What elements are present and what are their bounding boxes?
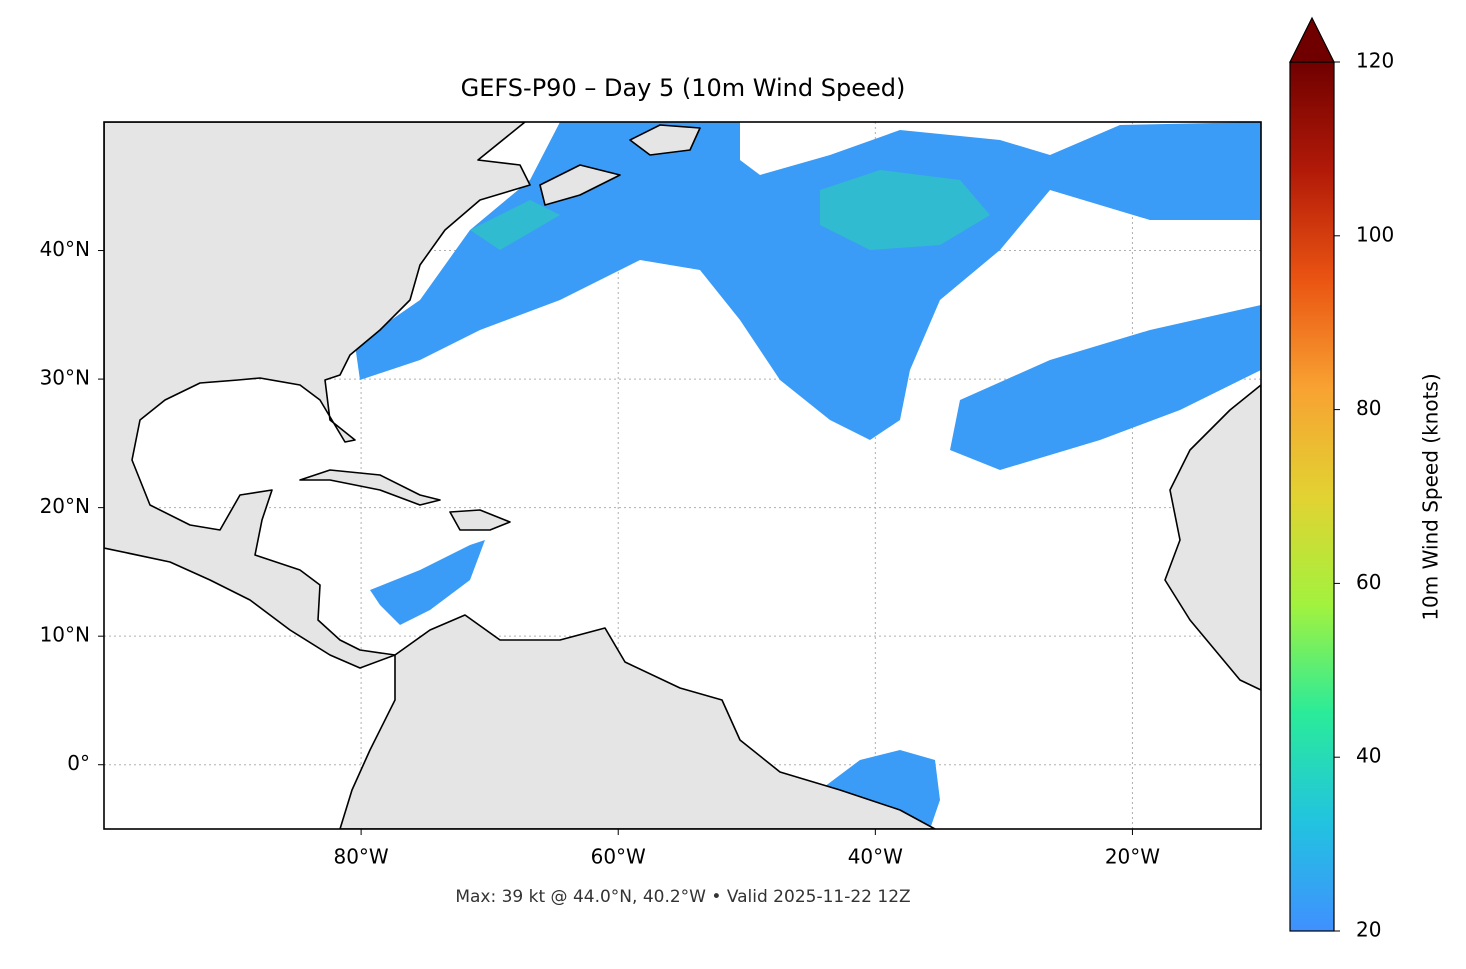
footnote: Max: 39 kt @ 44.0°N, 40.2°W • Valid 2025… xyxy=(455,887,910,907)
lat-tick-label: 20°N xyxy=(40,494,90,518)
africa xyxy=(1164,384,1261,691)
north-america xyxy=(104,122,531,669)
lon-tick-label: 40°W xyxy=(848,845,903,869)
lat-tick-label: 0° xyxy=(67,751,90,775)
wind-region xyxy=(950,305,1261,470)
lon-tick-label: 60°W xyxy=(591,845,646,869)
wind-region xyxy=(370,540,485,625)
map-area xyxy=(104,122,1261,829)
colorbar-tick-label: 120 xyxy=(1356,49,1394,73)
cuba xyxy=(299,469,441,506)
lon-tick-label: 20°W xyxy=(1105,845,1160,869)
colorbar-tick-label: 60 xyxy=(1356,570,1381,594)
lat-tick-label: 40°N xyxy=(40,237,90,261)
lat-tick-label: 10°N xyxy=(40,623,90,647)
south-america xyxy=(339,614,936,829)
lon-tick-label: 80°W xyxy=(333,845,388,869)
colorbar-label: 10m Wind Speed (knots) xyxy=(1419,373,1443,620)
hispaniola xyxy=(449,509,511,531)
map-frame xyxy=(103,121,1262,830)
colorbar-tick-label: 100 xyxy=(1356,222,1394,246)
colorbar-tick-label: 40 xyxy=(1356,744,1381,768)
wind-region-strong xyxy=(470,170,990,250)
lat-tick-label: 30°N xyxy=(40,366,90,390)
colorbar-tick-label: 80 xyxy=(1356,396,1381,420)
colorbar xyxy=(1289,61,1335,932)
colorbar-extend xyxy=(1289,16,1335,63)
wind-region xyxy=(820,750,940,829)
nova-scotia xyxy=(539,124,701,206)
colorbar-tick-label: 20 xyxy=(1356,918,1381,942)
wind-region xyxy=(355,122,1261,440)
title: GEFS-P90 – Day 5 (10m Wind Speed) xyxy=(461,74,906,102)
